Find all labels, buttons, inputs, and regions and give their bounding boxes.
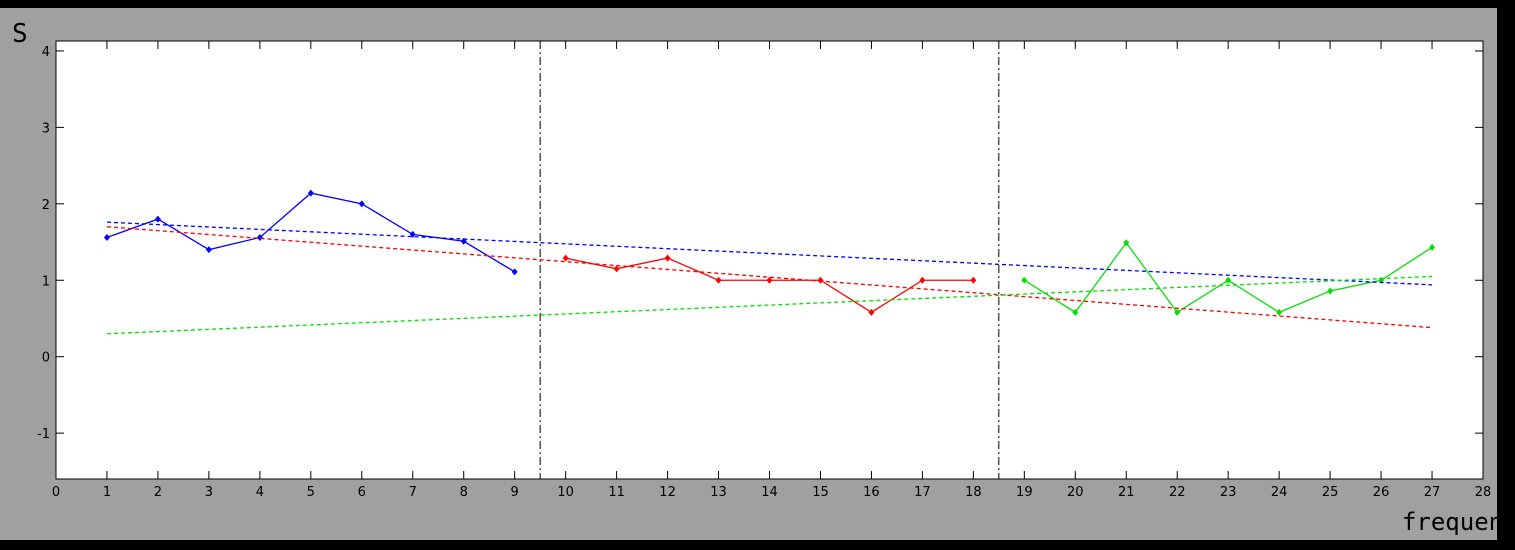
marker	[256, 233, 263, 241]
x-tick-label: 2	[154, 485, 162, 500]
y-tick-label: 0	[42, 351, 50, 366]
x-tick-label: 1	[103, 485, 111, 500]
marker	[1225, 276, 1232, 284]
x-tick-label: 0	[52, 485, 60, 500]
marker	[817, 276, 824, 284]
marker	[919, 276, 926, 284]
x-tick-label: 27	[1424, 485, 1441, 500]
x-tick-label: 25	[1322, 485, 1339, 500]
x-tick-label: 17	[914, 485, 931, 500]
marker	[664, 254, 671, 262]
marker	[1072, 308, 1079, 316]
marker	[613, 265, 620, 273]
x-tick-label: 11	[608, 485, 625, 500]
x-tick-label: 5	[307, 485, 315, 500]
marker	[1327, 287, 1334, 295]
marker	[205, 246, 212, 254]
marker	[103, 233, 110, 241]
marker	[766, 276, 773, 284]
x-tick-label: 20	[1067, 485, 1084, 500]
x-tick-label: 3	[205, 485, 213, 500]
marker	[511, 268, 518, 276]
plot-area	[55, 40, 1484, 480]
x-tick-label: 4	[256, 485, 264, 500]
marker	[970, 276, 977, 284]
x-tick-label: 12	[659, 485, 676, 500]
marker	[562, 254, 569, 262]
y-axis-label: S	[12, 19, 28, 49]
x-tick-label: 7	[409, 485, 417, 500]
marker	[307, 189, 314, 197]
x-tick-label: 14	[761, 485, 778, 500]
trend-line	[106, 226, 1433, 329]
marker	[868, 308, 875, 316]
x-tick-label: 13	[710, 485, 727, 500]
x-tick-label: 21	[1118, 485, 1135, 500]
x-tick-label: 6	[358, 485, 366, 500]
x-axis-label: frequency	[1402, 508, 1515, 536]
marker	[154, 215, 161, 223]
x-tick-label: 9	[511, 485, 519, 500]
marker	[715, 276, 722, 284]
marker	[358, 200, 365, 208]
y-tick-label: 3	[42, 121, 50, 136]
y-tick-label: 1	[42, 274, 50, 289]
marker	[1123, 239, 1130, 247]
x-tick-label: 19	[1016, 485, 1033, 500]
marker	[1174, 308, 1181, 316]
marker	[1021, 276, 1028, 284]
x-tick-label: 16	[863, 485, 880, 500]
x-tick-label: 22	[1169, 485, 1186, 500]
x-tick-label: 24	[1271, 485, 1288, 500]
x-tick-label: 26	[1373, 485, 1390, 500]
x-tick-label: 8	[460, 485, 468, 500]
y-tick-label: 4	[42, 45, 50, 60]
x-tick-label: 10	[557, 485, 574, 500]
marker	[1276, 308, 1283, 316]
y-tick-label: -1	[37, 427, 50, 442]
y-tick-label: 2	[42, 198, 50, 213]
x-tick-label: 18	[965, 485, 982, 500]
x-tick-label: 15	[812, 485, 829, 500]
marker	[1429, 243, 1436, 251]
x-tick-label: 23	[1220, 485, 1237, 500]
x-tick-label: 28	[1475, 485, 1492, 500]
